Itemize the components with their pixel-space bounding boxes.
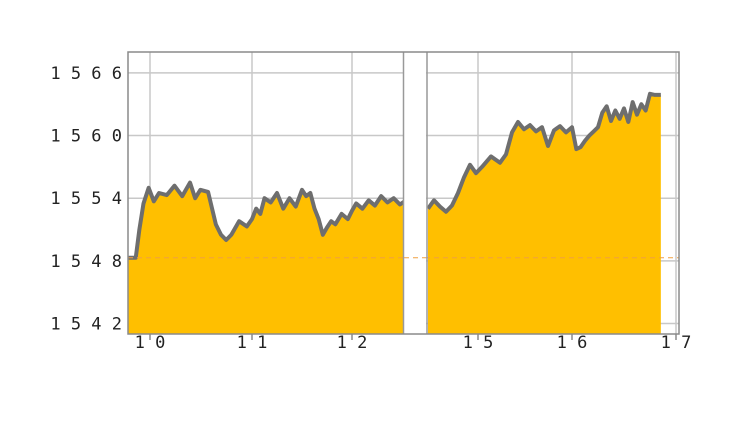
x-tick-label-16: 1 6: [557, 333, 588, 353]
y-tick-label-1542: 1 5 4 2: [50, 315, 122, 335]
y-axis-tick-labels: 1 5 4 2 1 5 4 8 1 5 5 4 1 5 6 0 1 5 6 6: [50, 64, 122, 335]
y-tick-label-1548: 1 5 4 8: [50, 252, 122, 272]
area-fill-15-17: [428, 93, 661, 335]
price-line-10-12: [128, 180, 416, 260]
y-tick-label-1560: 1 5 6 0: [50, 127, 122, 147]
y-tick-label-1554: 1 5 5 4: [50, 189, 122, 209]
area-fill-10-12: [128, 182, 414, 334]
plot-frame: [127, 51, 680, 335]
weekend-gap: [404, 53, 426, 334]
x-axis-tick-labels: 1 0 1 1 1 2 1 5 1 6 1 7: [135, 333, 692, 353]
session-break-gaps: [402, 52, 428, 334]
x-tick-label-17: 1 7: [661, 333, 692, 353]
y-tick-label-1566: 1 5 6 6: [50, 64, 122, 84]
x-tick-label-11: 1 1: [237, 333, 268, 353]
x-tick-label-12: 1 2: [337, 333, 368, 353]
price-line-15-17: [426, 91, 661, 214]
area-series: [128, 91, 661, 335]
x-tick-label-15: 1 5: [463, 333, 494, 353]
x-tick-label-10: 1 0: [135, 333, 166, 353]
